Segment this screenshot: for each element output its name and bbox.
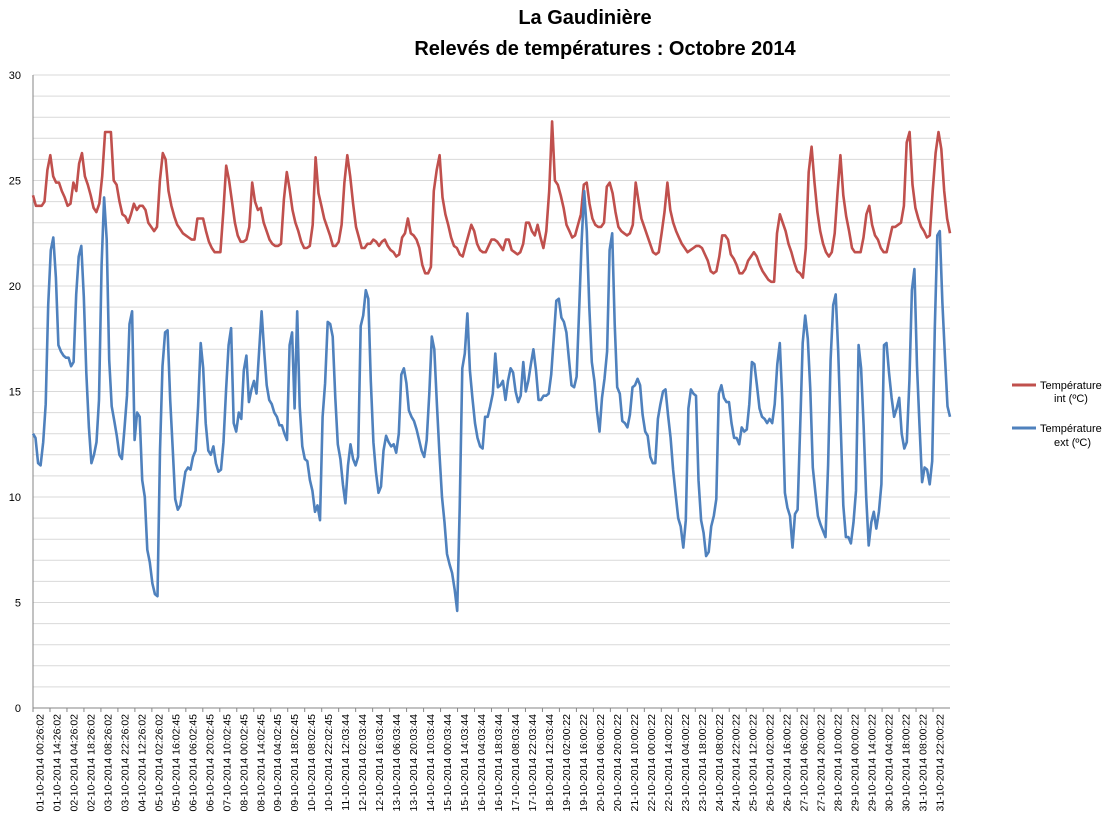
series-line-int — [31, 120, 952, 284]
x-tick-label: 23-10-2014 18:00:22 — [697, 714, 709, 812]
x-tick-label: 29-10-2014 00:00:22 — [850, 714, 862, 812]
x-tick-label: 20-10-2014 20:00:22 — [612, 714, 624, 812]
x-tick-label: 10-10-2014 08:02:45 — [306, 714, 318, 812]
x-tick-label: 06-10-2014 20:02:45 — [204, 714, 216, 812]
x-tick-label: 15-10-2014 00:03:44 — [442, 714, 454, 812]
chart-title: La Gaudinière — [518, 7, 651, 29]
x-axis: 01-10-2014 00:26:02 01-10-2014 14:26:02 02… — [32, 708, 947, 812]
y-tick-label: 25 — [9, 176, 21, 188]
x-tick-label: 20-10-2014 06:00:22 — [595, 714, 607, 812]
legend-label-int-line2: int (ºC) — [1054, 393, 1088, 405]
x-tick-label: 28-10-2014 10:00:22 — [833, 714, 845, 812]
x-tick-label: 02-10-2014 04:26:02 — [68, 714, 80, 812]
x-tick-label: 01-10-2014 14:26:02 — [51, 714, 63, 812]
x-tick-label: 09-10-2014 18:02:45 — [289, 714, 301, 812]
x-tick-label: 05-10-2014 02:26:02 — [153, 714, 165, 812]
x-tick-label: 07-10-2014 10:02:45 — [221, 714, 233, 812]
x-tick-label: 27-10-2014 06:00:22 — [799, 714, 811, 812]
y-axis: 0 5 10 15 20 25 30 — [9, 70, 21, 715]
y-tick-label: 0 — [15, 703, 21, 715]
x-tick-label: 26-10-2014 16:00:22 — [782, 714, 794, 812]
x-tick-label: 18-10-2014 12:03:44 — [544, 714, 556, 812]
x-tick-label: 23-10-2014 04:00:22 — [680, 714, 692, 812]
x-tick-label: 26-10-2014 02:00:22 — [765, 714, 777, 812]
x-tick-label: 27-10-2014 20:00:22 — [816, 714, 828, 812]
legend: Température int (ºC) Température ext (ºC… — [1012, 380, 1102, 449]
x-tick-label: 04-10-2014 12:26:02 — [136, 714, 148, 812]
y-tick-label: 15 — [9, 387, 21, 399]
series-lines — [31, 120, 952, 613]
x-tick-label: 15-10-2014 14:03:44 — [459, 714, 471, 812]
x-tick-label: 19-10-2014 02:00:22 — [561, 714, 573, 812]
x-tick-label: 16-10-2014 18:03:44 — [493, 714, 505, 812]
x-tick-label: 31-10-2014 22:00:22 — [935, 714, 947, 812]
x-tick-label: 01-10-2014 00:26:02 — [34, 714, 46, 812]
x-tick-label: 24-10-2014 08:00:22 — [714, 714, 726, 812]
x-tick-label: 30-10-2014 18:00:22 — [901, 714, 913, 812]
chart-subtitle: Relevés de températures : Octobre 2014 — [414, 38, 796, 60]
x-tick-label: 22-10-2014 14:00:22 — [663, 714, 675, 812]
x-tick-label: 31-10-2014 08:00:22 — [918, 714, 930, 812]
x-tick-label: 30-10-2014 04:00:22 — [884, 714, 896, 812]
x-tick-label: 25-10-2014 12:00:22 — [748, 714, 760, 812]
y-tick-label: 30 — [9, 70, 21, 82]
x-tick-label: 12-10-2014 02:03:44 — [357, 714, 369, 812]
x-tick-label: 24-10-2014 22:00:22 — [731, 714, 743, 812]
x-tick-label: 11-10-2014 12:03:44 — [340, 714, 352, 811]
y-tick-label: 10 — [9, 492, 21, 504]
x-tick-label: 02-10-2014 18:26:02 — [85, 714, 97, 812]
x-tick-label: 17-10-2014 22:03:44 — [527, 714, 539, 812]
x-tick-label: 19-10-2014 16:00:22 — [578, 714, 590, 812]
x-tick-label: 06-10-2014 06:02:45 — [187, 714, 199, 812]
y-tick-label: 5 — [15, 598, 21, 610]
x-tick-label: 21-10-2014 10:00:22 — [629, 714, 641, 812]
x-tick-label: 03-10-2014 22:26:02 — [119, 714, 131, 812]
x-tick-label: 13-10-2014 20:03:44 — [408, 714, 420, 812]
series-line-ext — [31, 189, 952, 613]
legend-label-ext: Température — [1040, 423, 1102, 435]
legend-label-int: Température — [1040, 380, 1102, 392]
x-tick-label: 17-10-2014 08:03:44 — [510, 714, 522, 812]
x-tick-label: 08-10-2014 00:02:45 — [238, 714, 250, 812]
legend-label-ext-line2: ext (ºC) — [1054, 437, 1091, 449]
x-tick-label: 14-10-2014 10:03:44 — [425, 714, 437, 812]
x-tick-label: 13-10-2014 06:03:44 — [391, 714, 403, 812]
x-tick-label: 09-10-2014 04:02:45 — [272, 714, 284, 812]
x-tick-label: 12-10-2014 16:03:44 — [374, 714, 386, 812]
y-tick-label: 20 — [9, 281, 21, 293]
x-tick-label: 16-10-2014 04:03:44 — [476, 714, 488, 812]
x-tick-label: 03-10-2014 08:26:02 — [102, 714, 114, 812]
x-tick-label: 29-10-2014 14:00:22 — [867, 714, 879, 812]
x-tick-label: 05-10-2014 16:02:45 — [170, 714, 182, 812]
x-tick-label: 08-10-2014 14:02:45 — [255, 714, 267, 812]
x-tick-label: 10-10-2014 22:02:45 — [323, 714, 335, 812]
x-tick-label: 22-10-2014 00:00:22 — [646, 714, 658, 812]
